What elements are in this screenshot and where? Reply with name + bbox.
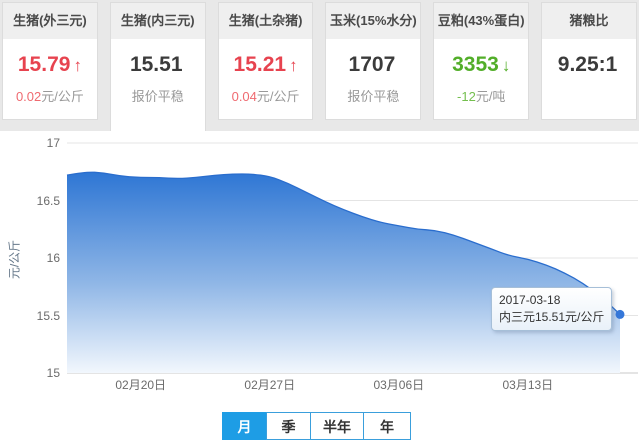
y-tick-label: 15	[46, 366, 60, 380]
card-delta: 0.04	[231, 89, 257, 104]
trend-down-icon: ↓	[501, 56, 511, 75]
card-unit: 元/公斤	[256, 89, 300, 104]
price-chart-panel: 17 16.5 16 15.5 15 元/公斤 02月20日 02月27日 03月06日 03…	[0, 131, 639, 445]
tooltip-value: 内三元15.51元/公斤	[499, 310, 605, 324]
card-value: 1707	[348, 53, 396, 76]
card-value: 9.25:1	[557, 53, 618, 76]
card-unit: 元/公斤	[41, 89, 84, 104]
card-corn[interactable]: 玉米(15%水分) 1707 报价平稳	[325, 2, 422, 120]
tab-month[interactable]: 月	[222, 412, 267, 440]
y-tick-label: 15.5	[36, 308, 60, 323]
price-card-row: 生猪(外三元) 15.79 ↑ 0.02元/公斤 生猪(内三元) 15.51 报价…	[0, 0, 639, 131]
x-tick-label: 02月20日	[115, 378, 167, 392]
card-pig-grain-ratio[interactable]: 猪粮比 9.25:1	[541, 2, 637, 120]
card-value: 3353	[452, 53, 499, 76]
y-tick-label: 16.5	[36, 193, 60, 208]
trend-up-icon: ↑	[73, 56, 82, 75]
x-tick-label: 03月13日	[502, 378, 554, 392]
tab-quarter[interactable]: 季	[266, 412, 311, 440]
y-tick-label: 17	[46, 136, 60, 150]
trend-up-icon: ↑	[289, 56, 298, 75]
card-soybean-meal[interactable]: 豆粕(43%蛋白) 3353 ↓ -12元/吨	[433, 2, 530, 120]
card-pig-waisanyuan[interactable]: 生猪(外三元) 15.79 ↑ 0.02元/公斤	[2, 2, 98, 120]
last-point-marker	[615, 309, 625, 319]
card-delta: -12	[457, 89, 476, 104]
card-value: 15.21	[233, 53, 287, 76]
card-title: 猪粮比	[542, 3, 636, 39]
card-title: 生猪(外三元)	[3, 3, 97, 39]
card-unit: 元/吨	[475, 89, 506, 104]
card-title: 豆粕(43%蛋白)	[434, 3, 529, 39]
tab-half-year[interactable]: 半年	[310, 412, 364, 440]
card-unit: 报价平稳	[131, 89, 184, 104]
card-delta: 0.02	[15, 89, 42, 104]
tab-year[interactable]: 年	[363, 412, 411, 440]
y-axis-title: 元/公斤	[7, 239, 22, 280]
card-title: 生猪(土杂猪)	[218, 3, 313, 39]
card-value: 15.51	[129, 53, 183, 76]
card-title: 生猪(内三元)	[110, 3, 205, 39]
x-tick-label: 02月27日	[244, 378, 296, 392]
card-pig-neisanyuan[interactable]: 生猪(内三元) 15.51 报价平稳	[109, 2, 206, 131]
range-tab-group: 月 季 半年 年	[222, 412, 411, 440]
x-tick-label: 03月06日	[373, 378, 425, 392]
chart-tooltip: 2017-03-18 内三元15.51元/公斤	[491, 287, 612, 331]
card-value: 15.79	[17, 53, 71, 76]
y-tick-label: 16	[46, 251, 60, 265]
card-unit: 报价平稳	[347, 89, 400, 104]
area-chart[interactable]	[0, 131, 639, 381]
card-title: 玉米(15%水分)	[326, 3, 421, 39]
card-pig-tuzazhu[interactable]: 生猪(土杂猪) 15.21 ↑ 0.04元/公斤	[217, 2, 314, 120]
tooltip-date: 2017-03-18	[499, 293, 561, 307]
